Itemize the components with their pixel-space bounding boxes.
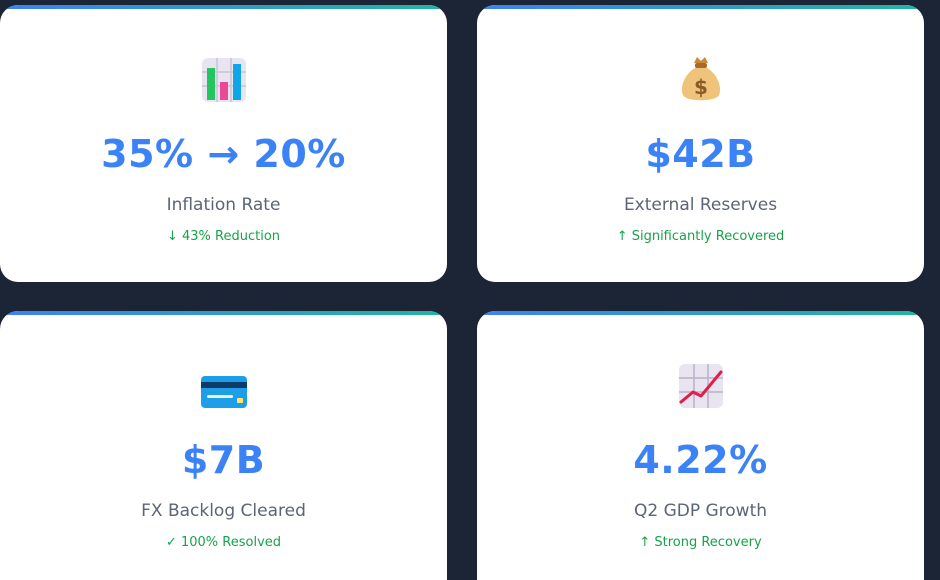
stat-card-reserves: $ $42B External Reserves ↑ Significantly…: [477, 5, 924, 282]
stat-value: $42B: [645, 132, 756, 176]
svg-text:$: $: [694, 75, 708, 99]
credit-card-icon: [0, 367, 447, 417]
bar-chart-icon: [0, 55, 447, 105]
stat-card-inflation: 35% → 20% Inflation Rate ↓ 43% Reduction: [0, 5, 447, 282]
stat-label: Q2 GDP Growth: [633, 501, 768, 521]
chart-increasing-icon: [477, 361, 924, 411]
money-bag-icon: $: [477, 55, 924, 105]
stat-change: ↑ Strong Recovery: [639, 535, 762, 550]
stat-change: ↑ Significantly Recovered: [616, 229, 785, 244]
stat-value: 35% → 20%: [101, 132, 346, 176]
stat-label: FX Backlog Cleared: [141, 501, 306, 521]
stat-card-gdp: 4.22% Q2 GDP Growth ↑ Strong Recovery: [477, 311, 924, 580]
stat-change: ↓ 43% Reduction: [166, 229, 281, 244]
stat-label: External Reserves: [623, 195, 778, 215]
stat-card-fx-backlog: $7B FX Backlog Cleared ✓ 100% Resolved: [0, 311, 447, 580]
stat-value: $7B: [181, 438, 266, 482]
stat-change: ✓ 100% Resolved: [165, 535, 282, 550]
stat-value: 4.22%: [633, 438, 768, 482]
stat-label: Inflation Rate: [166, 195, 281, 215]
